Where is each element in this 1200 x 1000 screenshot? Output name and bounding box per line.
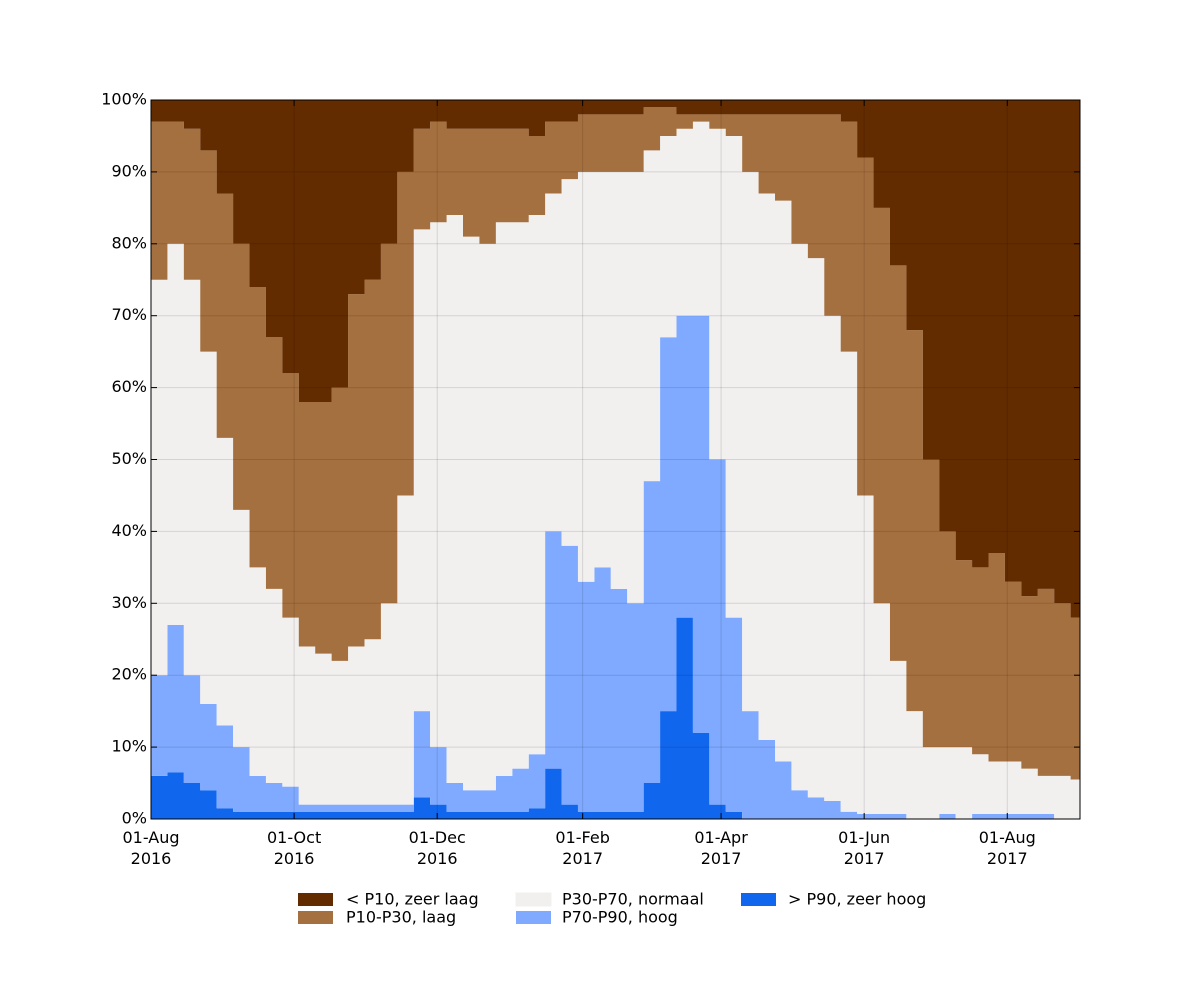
- y-tick-label: 90%: [111, 161, 147, 180]
- legend-label: > P90, zeer hoog: [788, 890, 926, 909]
- legend-swatch: [515, 892, 552, 907]
- x-tick-label: 01-Apr 2017: [694, 828, 748, 868]
- legend-label: P30-P70, normaal: [562, 890, 704, 909]
- area: [151, 107, 1080, 780]
- x-tick-label: 01-Dec 2016: [408, 828, 466, 868]
- y-tick-label: 20%: [111, 665, 147, 684]
- y-tick-label: 50%: [111, 449, 147, 468]
- legend-label: < P10, zeer laag: [346, 890, 479, 909]
- x-tick-label: 01-Feb 2017: [555, 828, 610, 868]
- y-tick-label: 40%: [111, 521, 147, 540]
- x-tick-label: 01-Jun 2017: [838, 828, 891, 868]
- x-tick-label: 01-Oct 2016: [266, 828, 322, 868]
- y-tick-label: 60%: [111, 377, 147, 396]
- y-tick-label: 100%: [101, 90, 147, 109]
- legend-label: P10-P30, laag: [346, 908, 456, 927]
- area: [151, 121, 1080, 819]
- legend-swatch: [298, 911, 333, 924]
- y-tick-label: 0%: [122, 809, 147, 828]
- area: [151, 100, 1080, 618]
- legend-swatch: [516, 911, 551, 924]
- legend-label: P70-P90, hoog: [562, 908, 678, 927]
- area: [151, 315, 1080, 819]
- x-tick-label: 01-Aug 2016: [122, 828, 180, 868]
- legend-swatch: [741, 893, 776, 906]
- y-tick-label: 80%: [111, 233, 147, 252]
- y-tick-label: 30%: [111, 593, 147, 612]
- legend-swatch: [298, 893, 333, 906]
- y-tick-label: 70%: [111, 305, 147, 324]
- x-tick-label: 01-Aug 2017: [978, 828, 1036, 868]
- y-tick-label: 10%: [111, 737, 147, 756]
- plot-frame: [150, 99, 1081, 820]
